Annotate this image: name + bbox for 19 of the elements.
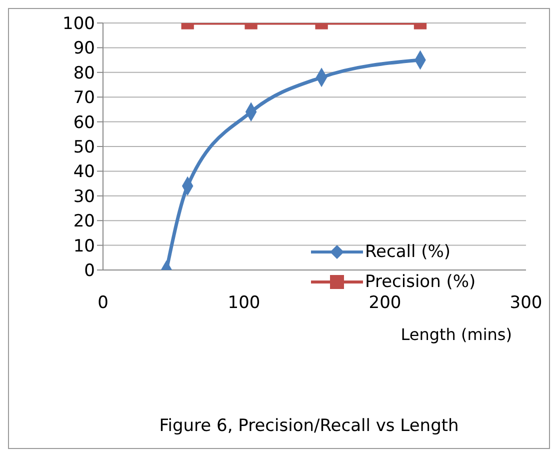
y-tick-label: 40 (73, 162, 95, 182)
x-tick-label: 100 (228, 293, 260, 314)
legend-label: Precision (%) (365, 272, 476, 292)
x-tick-label: 200 (368, 293, 402, 314)
y-tick-label: 80 (73, 63, 95, 84)
y-tick-label: 100 (62, 14, 95, 34)
text: Figure 6, Precision/Recall vs Length (158, 416, 460, 436)
y-tick-label: 0 (84, 261, 95, 282)
y-tick-label: 50 (73, 138, 95, 158)
x-tick-label: 300 (510, 293, 542, 314)
legend-label: Recall (%) (365, 242, 451, 262)
x-tick-label: 0 (98, 293, 108, 314)
y-tick-label: 30 (73, 186, 95, 207)
y-tick-label: 90 (73, 38, 95, 59)
y-tick-label: 20 (73, 212, 95, 232)
y-tick-label: 60 (73, 112, 95, 133)
x-axis-title: Length (mins) (400, 325, 512, 344)
y-tick-label: 70 (73, 88, 95, 108)
y-tick-label: 10 (73, 236, 95, 256)
